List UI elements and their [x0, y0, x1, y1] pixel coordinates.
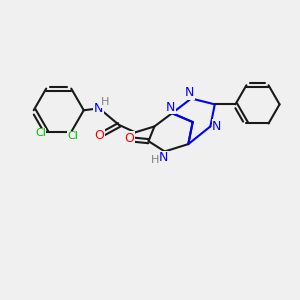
Text: Cl: Cl — [67, 131, 78, 141]
Text: H: H — [101, 97, 109, 107]
Text: H: H — [151, 155, 160, 165]
Text: N: N — [212, 120, 221, 133]
Text: O: O — [124, 132, 134, 145]
Text: Cl: Cl — [35, 128, 46, 138]
Text: N: N — [185, 86, 194, 99]
Text: O: O — [94, 129, 104, 142]
Text: N: N — [94, 102, 103, 115]
Text: N: N — [166, 101, 175, 114]
Text: N: N — [159, 152, 168, 164]
